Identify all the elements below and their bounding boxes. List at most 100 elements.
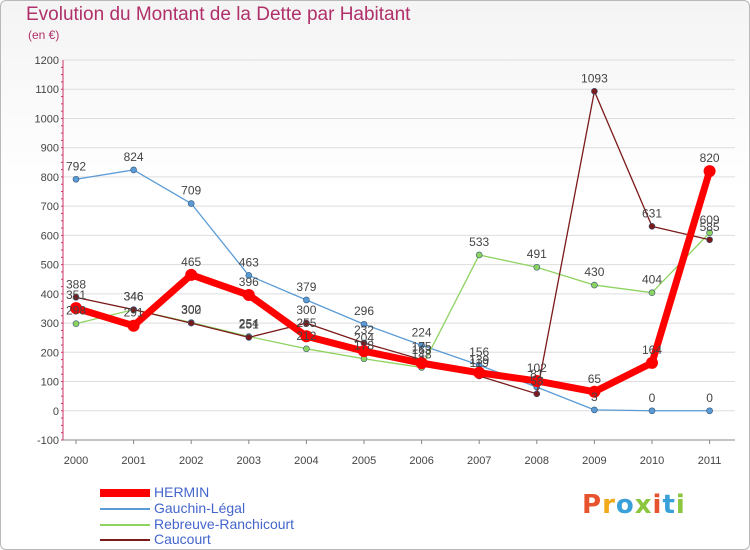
data-point — [648, 223, 656, 230]
data-point — [245, 334, 253, 341]
legend-label-caucourt: Caucourt — [154, 531, 211, 547]
data-point — [591, 87, 598, 95]
data-label: 0 — [706, 391, 713, 405]
y-tick-label: -100 — [37, 435, 59, 447]
data-point — [646, 356, 658, 369]
y-tick-label: 800 — [41, 172, 59, 184]
data-label: 465 — [181, 255, 201, 269]
series — [70, 87, 716, 415]
data-label: 3 — [591, 390, 598, 404]
series-line-gauchin-l-gal — [75, 169, 711, 412]
data-point — [588, 385, 601, 398]
data-label: 609 — [700, 213, 720, 227]
proxiti-logo: Proxiti — [582, 490, 686, 520]
logo-letter: r — [602, 490, 616, 520]
data-label: 824 — [124, 150, 144, 164]
data-point — [187, 200, 195, 207]
data-point — [185, 268, 198, 281]
data-label: 175 — [412, 340, 432, 354]
x-tick-label: 2005 — [352, 455, 376, 467]
data-point — [706, 236, 713, 244]
data-label: 300 — [181, 303, 201, 317]
grid — [63, 59, 735, 441]
data-label: 585 — [700, 220, 720, 234]
data-label: 346 — [124, 290, 144, 304]
data-point — [303, 345, 310, 353]
x-tick-label: 2003 — [237, 455, 261, 467]
data-label: 81 — [530, 367, 544, 381]
data-label: 1093 — [581, 71, 608, 85]
axes: -100010020030040050060070080090010001100… — [35, 55, 735, 467]
data-point — [706, 407, 713, 415]
data-point — [70, 302, 82, 315]
data-point — [415, 357, 428, 370]
logo-letter: i — [675, 490, 686, 520]
y-tick-label: 400 — [41, 289, 59, 301]
series-line-caucourt — [75, 90, 711, 395]
y-tick-label: 300 — [41, 318, 59, 330]
x-tick-label: 2000 — [64, 455, 88, 467]
data-label: 148 — [412, 348, 432, 362]
data-label: 533 — [469, 235, 489, 249]
data-label: 430 — [584, 265, 604, 279]
x-tick-label: 2011 — [698, 455, 722, 467]
data-label: 298 — [66, 304, 86, 318]
data-label: 178 — [354, 339, 374, 353]
data-point — [533, 390, 541, 398]
data-label: 491 — [527, 247, 547, 261]
logo-letter: t — [662, 490, 676, 520]
plot-area — [63, 60, 735, 440]
data-label: 255 — [296, 316, 316, 330]
y-tick-label: 600 — [41, 230, 59, 242]
legend-swatch-hermin — [100, 489, 150, 497]
data-label: 291 — [124, 306, 144, 320]
data-label: 224 — [412, 325, 432, 339]
data-label: 204 — [354, 331, 374, 345]
data-label: 396 — [239, 275, 259, 289]
legend-item-gauchin-legal: Gauchin-Légal — [100, 500, 360, 517]
data-point — [300, 330, 313, 343]
logo-letter: o — [615, 490, 635, 520]
legend-label-rebreuve-ranchicourt: Rebreuve-Ranchicourt — [154, 516, 295, 532]
x-tick-label: 2001 — [121, 455, 145, 467]
x-tick-label: 2002 — [179, 455, 203, 467]
data-point — [418, 341, 425, 349]
data-label: 351 — [66, 288, 86, 302]
legend-item-rebreuve-ranchicourt: Rebreuve-Ranchicourt — [100, 516, 360, 533]
x-tick-label: 2009 — [582, 455, 606, 467]
chart-unit: (en €) — [28, 28, 60, 42]
data-labels: 351 291 465 396 255 204 163 139 102 65 164 820 792 82… — [66, 71, 720, 404]
data-point — [591, 406, 598, 414]
data-point — [706, 229, 713, 237]
y-tick-label: 200 — [41, 347, 59, 359]
legend-label-hermin: HERMIN — [154, 484, 210, 500]
data-label: 300 — [296, 303, 316, 317]
data-label: 0 — [649, 391, 656, 405]
data-label: 164 — [642, 343, 662, 357]
data-point — [72, 320, 80, 327]
x-tick-label: 2007 — [467, 455, 491, 467]
y-tick-label: 900 — [41, 143, 59, 155]
data-label: 388 — [66, 277, 86, 291]
data-label: 296 — [354, 304, 374, 318]
data-label: 139 — [469, 353, 489, 367]
data-label: 232 — [354, 323, 374, 337]
series-line-hermin — [72, 167, 714, 396]
data-point — [475, 251, 483, 259]
data-label: 404 — [642, 273, 662, 287]
logo-letter: i — [652, 490, 663, 520]
series-line-rebreuve-ranchicourt — [75, 232, 711, 369]
y-tick-label: 100 — [41, 377, 59, 389]
x-tick-label: 2006 — [409, 455, 433, 467]
data-point — [358, 345, 370, 358]
data-label: 212 — [296, 329, 316, 343]
data-label: 58 — [530, 374, 544, 388]
legend-item-caucourt: Caucourt — [100, 531, 360, 548]
data-label: 254 — [239, 317, 259, 331]
data-label: 346 — [124, 290, 144, 304]
data-label: 820 — [700, 151, 720, 165]
x-tick-label: 2004 — [294, 455, 318, 467]
data-point — [130, 306, 137, 313]
